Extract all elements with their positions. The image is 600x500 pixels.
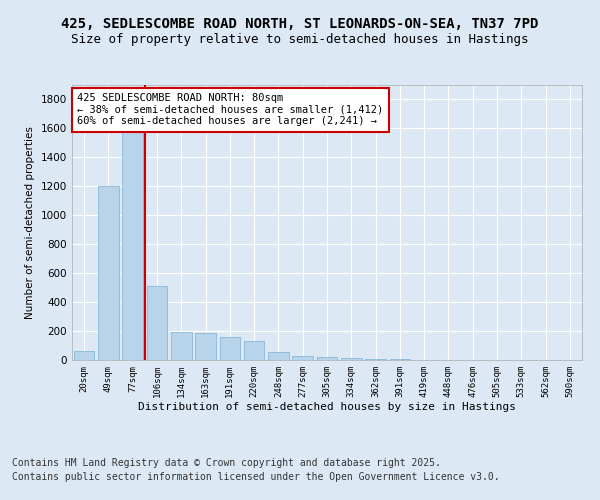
Text: Size of property relative to semi-detached houses in Hastings: Size of property relative to semi-detach… <box>71 32 529 46</box>
Bar <box>122 117 143 360</box>
Bar <box>244 341 265 360</box>
Bar <box>341 358 362 360</box>
Text: Distribution of semi-detached houses by size in Hastings: Distribution of semi-detached houses by … <box>138 402 516 412</box>
Bar <box>98 186 119 360</box>
Bar <box>146 286 167 360</box>
Text: 425 SEDLESCOMBE ROAD NORTH: 80sqm
← 38% of semi-detached houses are smaller (1,4: 425 SEDLESCOMBE ROAD NORTH: 80sqm ← 38% … <box>77 93 383 126</box>
Bar <box>220 337 240 360</box>
Text: Contains public sector information licensed under the Open Government Licence v3: Contains public sector information licen… <box>12 472 500 482</box>
Text: 425, SEDLESCOMBE ROAD NORTH, ST LEONARDS-ON-SEA, TN37 7PD: 425, SEDLESCOMBE ROAD NORTH, ST LEONARDS… <box>61 18 539 32</box>
Bar <box>171 332 191 360</box>
Bar <box>365 359 386 360</box>
Bar <box>292 356 313 360</box>
Bar <box>195 333 216 360</box>
Bar <box>268 352 289 360</box>
Bar <box>317 357 337 360</box>
Bar <box>74 351 94 360</box>
Text: Contains HM Land Registry data © Crown copyright and database right 2025.: Contains HM Land Registry data © Crown c… <box>12 458 441 468</box>
Y-axis label: Number of semi-detached properties: Number of semi-detached properties <box>25 126 35 319</box>
